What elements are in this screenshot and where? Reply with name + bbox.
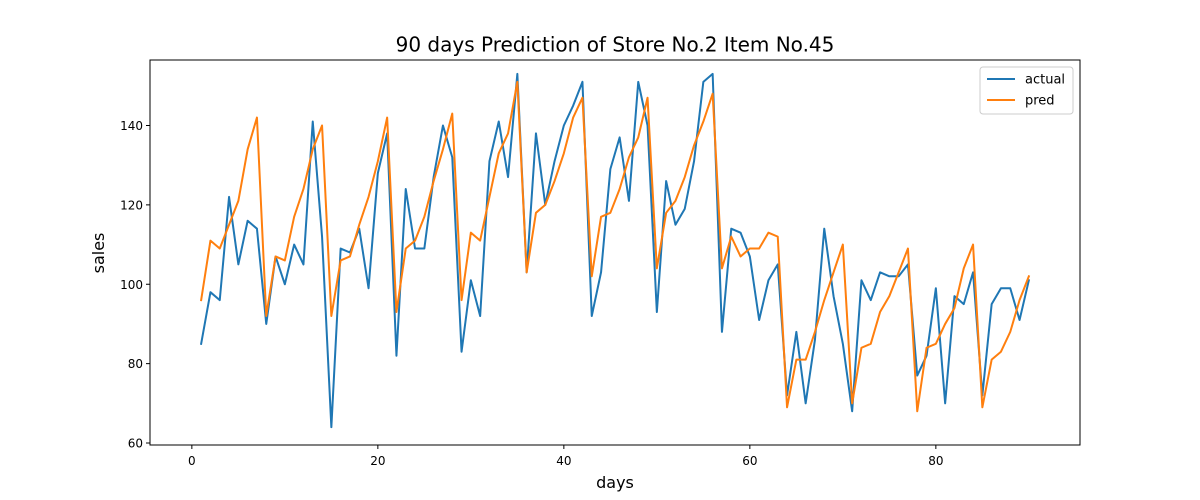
- x-tick-label: 40: [556, 454, 571, 468]
- y-tick-label: 80: [128, 357, 143, 371]
- y-tick-label: 100: [120, 278, 143, 292]
- chart-title: 90 days Prediction of Store No.2 Item No…: [396, 33, 835, 57]
- axes-frame: [149, 59, 1081, 446]
- x-tick-label: 60: [742, 454, 757, 468]
- legend-label-pred: pred: [1025, 94, 1055, 109]
- y-axis-label: sales: [89, 233, 108, 274]
- legend-label-actual: actual: [1025, 73, 1065, 88]
- y-tick-label: 60: [128, 437, 143, 451]
- series-line-actual: [199, 72, 1031, 429]
- x-axis-label: days: [596, 473, 634, 492]
- x-tick-label: 20: [370, 454, 385, 468]
- plot-area: [199, 72, 1031, 429]
- legend: actual pred: [979, 66, 1074, 115]
- y-tick-label: 140: [120, 119, 143, 133]
- y-tick-label: 120: [120, 198, 143, 212]
- x-tick-label: 80: [928, 454, 943, 468]
- axes: 0 20 40 60 80 60 80 100 120 140: [120, 59, 1081, 468]
- x-tick-label: 0: [188, 454, 196, 468]
- series-line-pred: [200, 80, 1031, 413]
